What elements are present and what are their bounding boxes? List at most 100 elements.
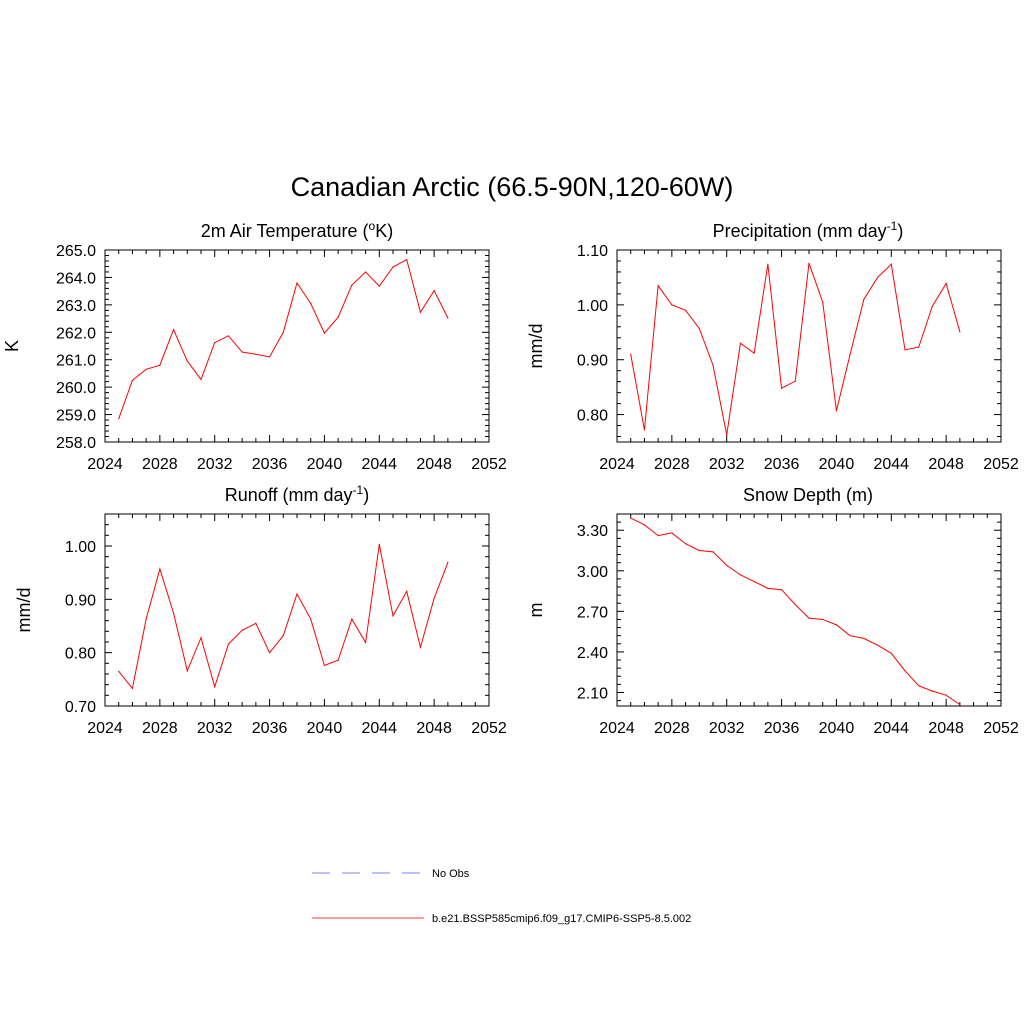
x-tick-label: 2048	[928, 456, 964, 473]
panel-snow-depth: Snow Depth (m) m 2024 2028 2032 2036 2040 204…	[526, 485, 1019, 737]
panel-title-air-temperature: 2m Air Temperature (oK)	[201, 219, 393, 241]
data-point-precipitation	[630, 353, 632, 355]
data-point-runoff	[323, 664, 326, 667]
x-tick-label: 2036	[252, 456, 288, 473]
data-point-runoff	[296, 593, 298, 595]
x-tick-label: 2028	[654, 456, 690, 473]
data-point-air-temperature	[337, 316, 339, 318]
data-point-runoff	[227, 643, 230, 645]
data-point-snow-depth	[671, 532, 673, 534]
data-point-snow-depth	[643, 524, 646, 526]
plot-frame-air-temperature	[104, 249, 490, 443]
y-tick-label: 0.90	[65, 592, 96, 609]
data-point-runoff	[419, 646, 422, 648]
data-point-snow-depth	[780, 589, 783, 591]
x-tick-label: 2036	[252, 720, 288, 737]
y-tick-label: 260.0	[56, 380, 96, 397]
panel-title-snow-depth: Snow Depth (m)	[743, 485, 873, 505]
data-point-air-temperature	[282, 331, 284, 333]
y-tick-label: 0.80	[65, 646, 96, 663]
y-tick-label: 0.70	[65, 699, 96, 716]
panel-runoff: Runoff (mm day-1) mm/d 2024 2028 2032 2036 2…	[14, 483, 507, 737]
y-axis-label-runoff: mm/d	[14, 588, 34, 633]
data-point-precipitation	[931, 305, 934, 307]
data-point-snow-depth	[918, 685, 920, 687]
y-tick-label: 263.0	[56, 298, 96, 315]
x-tick-label: 2036	[764, 720, 800, 737]
panel-precipitation: Precipitation (mm day-1) mm/d 2024 2028 20…	[526, 219, 1019, 473]
data-point-air-temperature	[406, 259, 408, 261]
data-point-snow-depth	[945, 694, 947, 696]
plot-frame-snow-depth	[616, 513, 1002, 707]
data-point-air-temperature	[118, 418, 120, 420]
x-tick-label: 2032	[709, 720, 745, 737]
y-tick-label: 2.10	[577, 685, 608, 702]
data-point-precipitation	[959, 331, 961, 333]
data-point-snow-depth	[890, 652, 892, 654]
x-tick-label: 2040	[819, 456, 855, 473]
y-tick-label: 2.40	[577, 645, 608, 662]
x-tick-label: 2052	[471, 456, 507, 473]
data-point-air-temperature	[310, 302, 312, 305]
panel-air-temperature: 2m Air Temperature (oK) K 2024 2028 2032 20…	[2, 219, 507, 473]
data-point-precipitation	[822, 301, 824, 303]
x-tick-label: 2044	[873, 456, 909, 473]
data-point-snow-depth	[739, 574, 742, 576]
y-tick-label: 3.30	[577, 523, 608, 540]
data-point-runoff	[406, 590, 408, 592]
plot-frame-runoff	[104, 513, 490, 707]
y-tick-label: 262.0	[56, 325, 96, 342]
data-point-runoff	[268, 652, 271, 654]
y-tick-label: 1.00	[577, 298, 608, 315]
data-point-runoff	[310, 618, 312, 620]
data-point-snow-depth	[876, 644, 879, 646]
data-point-air-temperature	[351, 284, 353, 286]
data-point-snow-depth	[835, 624, 838, 626]
data-point-air-temperature	[241, 351, 243, 353]
x-tick-label: 2028	[142, 720, 178, 737]
data-point-runoff	[378, 543, 380, 546]
data-point-runoff	[200, 637, 202, 639]
x-tick-label: 2052	[983, 720, 1019, 737]
data-point-precipitation	[657, 285, 659, 287]
y-tick-label: 1.10	[577, 243, 608, 260]
data-point-runoff	[159, 568, 161, 570]
data-point-air-temperature	[214, 342, 216, 344]
y-tick-label: 0.80	[577, 408, 608, 425]
data-point-snow-depth	[712, 551, 714, 553]
data-point-runoff	[392, 615, 394, 617]
data-point-snow-depth	[849, 635, 851, 637]
data-point-snow-depth	[931, 690, 934, 692]
data-point-air-temperature	[419, 311, 422, 313]
data-point-air-temperature	[447, 317, 449, 319]
data-point-runoff	[255, 622, 257, 624]
data-point-precipitation	[918, 346, 920, 348]
data-point-precipitation	[671, 304, 673, 306]
data-point-runoff	[351, 618, 353, 620]
x-tick-label: 2028	[142, 456, 178, 473]
x-tick-label: 2024	[87, 720, 123, 737]
x-tick-label: 2032	[197, 720, 233, 737]
data-point-snow-depth	[863, 637, 865, 639]
data-point-precipitation	[890, 263, 892, 265]
data-point-air-temperature	[255, 353, 257, 355]
y-tick-label: 2.70	[577, 604, 608, 621]
data-point-air-temperature	[159, 364, 161, 366]
data-point-precipitation	[739, 342, 742, 344]
x-tick-label: 2032	[709, 456, 745, 473]
data-point-precipitation	[767, 263, 769, 265]
y-tick-label: 3.00	[577, 564, 608, 581]
x-tick-label: 2040	[307, 720, 343, 737]
data-point-precipitation	[712, 364, 714, 366]
data-point-precipitation	[643, 429, 646, 431]
y-tick-label: 261.0	[56, 353, 96, 370]
data-point-precipitation	[849, 353, 851, 355]
data-point-precipitation	[780, 387, 783, 389]
x-tick-label: 2028	[654, 720, 690, 737]
x-tick-label: 2024	[87, 456, 123, 473]
data-point-runoff	[172, 612, 175, 614]
y-axis-label-snow-depth: m	[526, 603, 546, 618]
x-tick-label: 2052	[983, 456, 1019, 473]
data-point-precipitation	[794, 380, 796, 382]
data-point-air-temperature	[392, 266, 394, 268]
